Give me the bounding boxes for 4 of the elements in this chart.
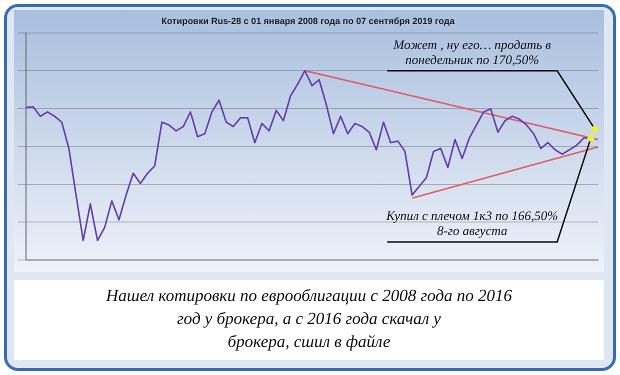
chart-title: Котировки Rus-28 с 01 января 2008 года по 07 сентября 2019 года (161, 16, 456, 26)
annotation: Купил с плечом 1к3 по 166,50% 8-го августа (385, 208, 558, 238)
text: Может , ну его… продать в понедельник по 170,50% (392, 36, 552, 67)
text: Нашел котировки по еврооблигации с 2008 года по 2016 год у брокера, а с 2016 года скачал у брокера, сшил в файле (14, 280, 604, 360)
